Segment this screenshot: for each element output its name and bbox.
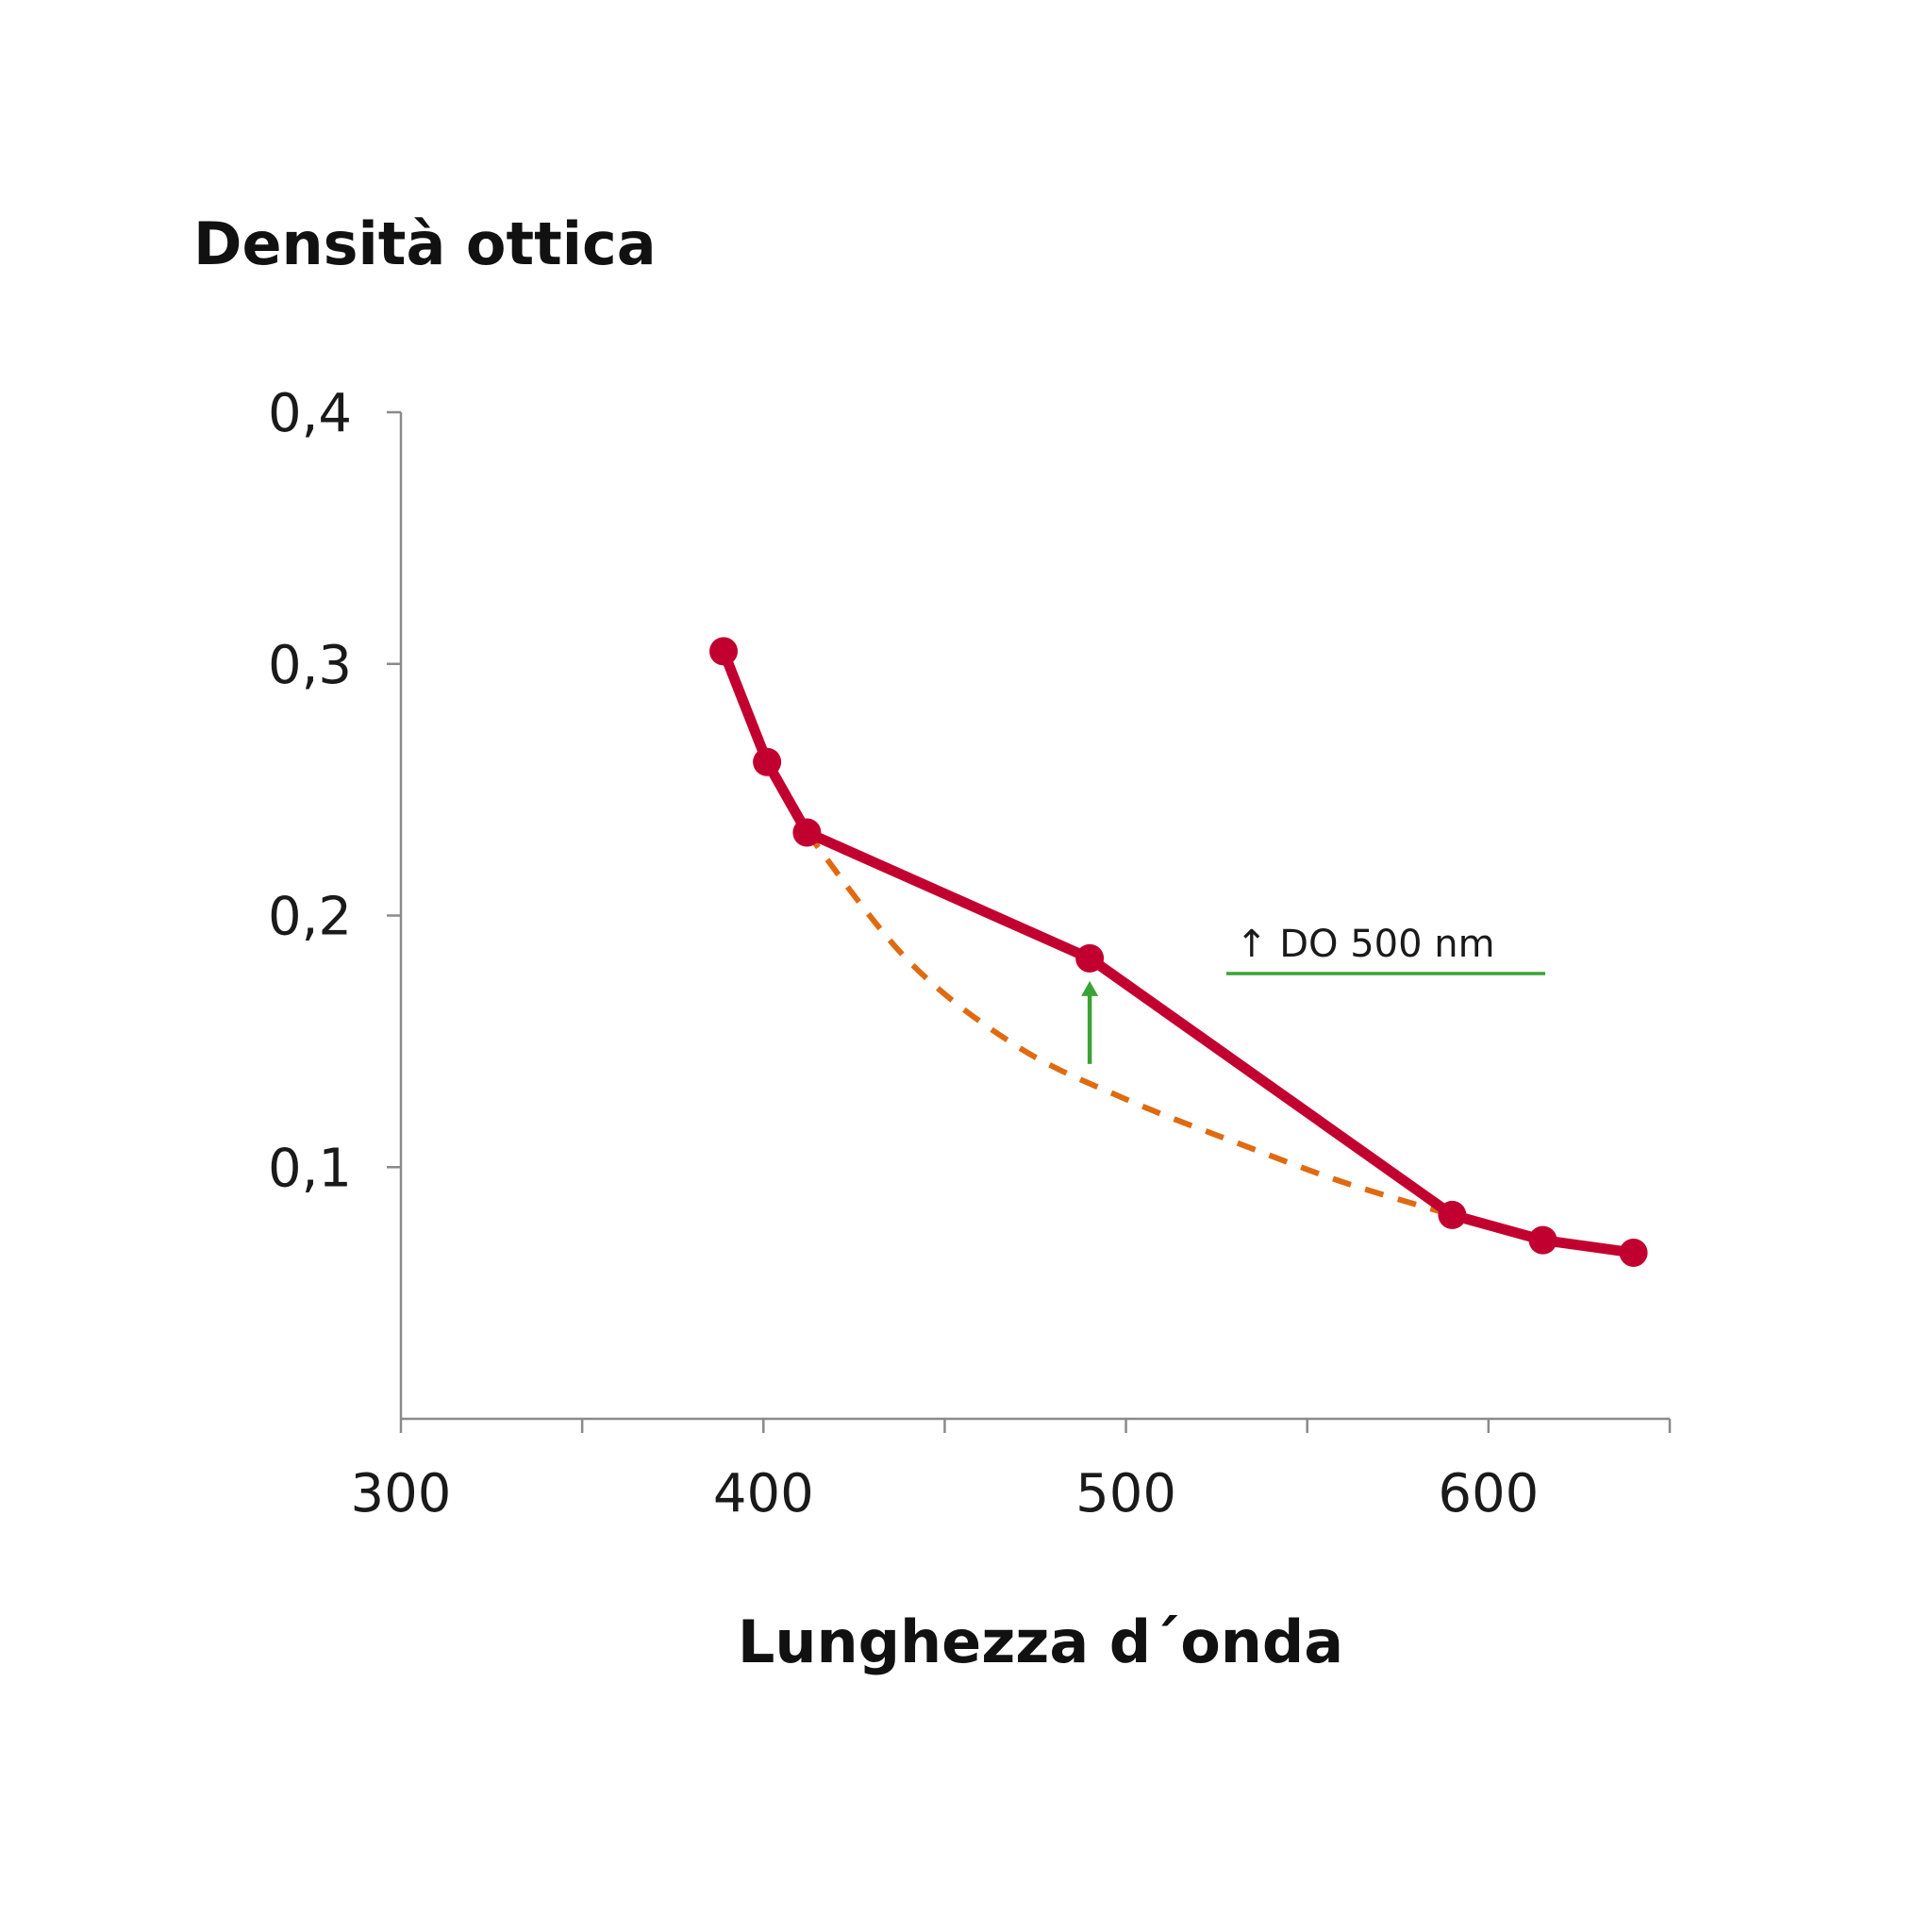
ticks: 300 400 500 600 0,1 0,2 0,3 0,4 xyxy=(268,383,1672,1524)
data-point xyxy=(792,818,822,847)
data-point xyxy=(1438,1200,1467,1229)
data-point xyxy=(1528,1225,1557,1255)
legend: ↑ DO 500 nm xyxy=(1226,923,1545,975)
x-tick-label: 400 xyxy=(713,1463,814,1524)
data-point xyxy=(709,637,739,666)
solid-series-line xyxy=(718,645,1640,1258)
x-axis-title: Lunghezza d´onda xyxy=(738,1607,1343,1676)
x-tick-label: 300 xyxy=(351,1463,452,1524)
dashed-series-line xyxy=(805,830,1454,1218)
x-tick-label: 500 xyxy=(1075,1463,1176,1524)
y-tick-label: 0,3 xyxy=(268,635,352,696)
x-tick-label: 600 xyxy=(1438,1463,1539,1524)
annotation-arrow-head xyxy=(1081,980,1099,996)
y-tick-label: 0,1 xyxy=(268,1138,352,1199)
annotations xyxy=(1081,980,1099,1064)
axes xyxy=(399,412,1670,1421)
y-tick-label: 0,2 xyxy=(268,887,352,948)
legend-label: ↑ DO 500 nm xyxy=(1236,923,1495,966)
data-point xyxy=(1619,1238,1648,1267)
y-axis-title: Densità ottica xyxy=(193,209,657,278)
y-tick-label: 0,4 xyxy=(268,383,352,444)
data-point xyxy=(1075,943,1105,973)
data-point xyxy=(753,747,782,776)
series xyxy=(709,637,1648,1267)
